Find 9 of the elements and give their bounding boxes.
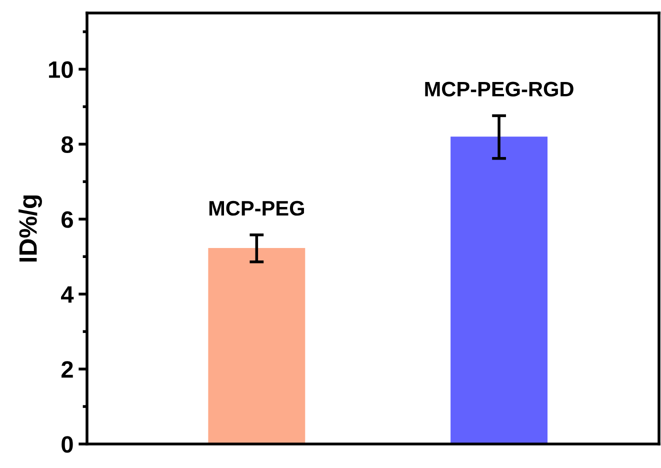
y-tick-label: 0 (62, 436, 73, 453)
y-tick-label: 4 (61, 286, 74, 303)
y-tick-label: 2 (61, 361, 73, 378)
y-tick-label: 10 (49, 61, 73, 78)
y-tick-label: 6 (62, 211, 73, 228)
x-tick-label: MCP-PEG-RGD (425, 82, 574, 96)
y-tick-label: 8 (61, 136, 74, 153)
y-axis-title: ID%/g (18, 195, 42, 262)
x-tick-label: MCP-PEG (209, 200, 304, 216)
